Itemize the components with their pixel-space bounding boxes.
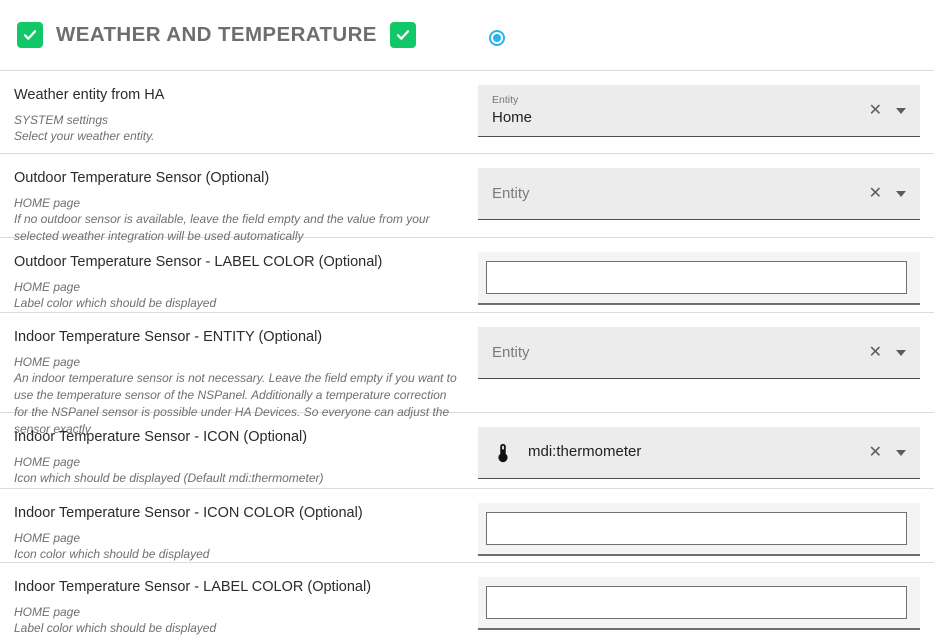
select-text: Entity Home — [492, 93, 869, 128]
row-description: Select your weather entity. — [14, 129, 155, 144]
row-field-area — [478, 238, 920, 312]
indoor-icon-color-input[interactable] — [486, 512, 907, 545]
thermometer-icon — [492, 442, 514, 464]
row-description: Icon color which should be displayed — [14, 547, 210, 562]
row-subtitle: HOME page — [14, 195, 81, 210]
row-text-block: Indoor Temperature Sensor - ENTITY (Opti… — [0, 313, 478, 436]
row-text-block: Outdoor Temperature Sensor (Optional) HO… — [0, 154, 478, 243]
row-field-area: Entity Home ✕ — [478, 71, 920, 153]
select-actions: ✕ — [868, 443, 910, 461]
row-indoor-label-color: Indoor Temperature Sensor - LABEL COLOR … — [0, 563, 934, 640]
select-value: Home — [492, 108, 533, 126]
row-title: Outdoor Temperature Sensor (Optional) — [14, 170, 270, 186]
clear-icon[interactable]: ✕ — [868, 443, 882, 461]
clear-icon[interactable]: ✕ — [868, 101, 882, 119]
row-title: Indoor Temperature Sensor - ICON COLOR (… — [14, 505, 363, 521]
select-floating-label: Entity — [492, 94, 519, 107]
radio-dot — [493, 34, 501, 42]
select-text: mdi:thermometer — [528, 442, 869, 462]
row-weather-entity: Weather entity from HA SYSTEM settings S… — [0, 71, 934, 154]
row-text-block: Outdoor Temperature Sensor - LABEL COLOR… — [0, 238, 478, 312]
row-title: Indoor Temperature Sensor - ENTITY (Opti… — [14, 329, 323, 345]
row-text-block: Indoor Temperature Sensor - ICON (Option… — [0, 413, 478, 488]
clear-icon[interactable]: ✕ — [868, 343, 882, 361]
indoor-sensor-entity-select[interactable]: Entity ✕ — [478, 327, 920, 379]
row-text-block: Indoor Temperature Sensor - ICON COLOR (… — [0, 489, 478, 562]
chevron-down-icon[interactable] — [896, 349, 906, 356]
chevron-down-icon[interactable] — [896, 190, 906, 197]
weather-entity-select[interactable]: Entity Home ✕ — [478, 85, 920, 137]
select-placeholder: Entity — [492, 185, 530, 202]
page-title: WEATHER AND TEMPERATURE — [56, 23, 377, 46]
row-title: Outdoor Temperature Sensor - LABEL COLOR… — [14, 254, 383, 270]
row-description: An indoor temperature sensor is not nece… — [14, 371, 457, 436]
row-text-block: Indoor Temperature Sensor - LABEL COLOR … — [0, 563, 478, 640]
section-confirm-checkbox-icon[interactable] — [389, 22, 416, 48]
row-description: Label color which should be displayed — [14, 296, 217, 311]
row-subtitle: HOME page — [14, 604, 81, 619]
row-title: Weather entity from HA — [14, 87, 165, 103]
row-indoor-icon: Indoor Temperature Sensor - ICON (Option… — [0, 413, 934, 489]
indoor-label-color-input[interactable] — [486, 586, 907, 619]
row-subtitle: SYSTEM settings — [14, 112, 109, 127]
row-indoor-icon-color: Indoor Temperature Sensor - ICON COLOR (… — [0, 489, 934, 563]
color-input-container — [478, 252, 920, 305]
select-actions: ✕ — [868, 184, 910, 202]
row-field-area: Entity ✕ — [478, 154, 920, 237]
radio-selected-icon[interactable] — [489, 30, 505, 46]
row-description: If no outdoor sensor is available, leave… — [14, 212, 430, 244]
check-icon — [396, 30, 410, 40]
row-indoor-entity: Indoor Temperature Sensor - ENTITY (Opti… — [0, 313, 934, 436]
row-subtitle: HOME page — [14, 354, 81, 369]
check-icon — [23, 30, 37, 40]
row-outdoor-label-color: Outdoor Temperature Sensor - LABEL COLOR… — [0, 238, 934, 313]
select-placeholder: Entity — [492, 344, 530, 361]
row-subtitle: HOME page — [14, 454, 81, 469]
section-header: WEATHER AND TEMPERATURE — [0, 0, 934, 71]
row-outdoor-sensor: Outdoor Temperature Sensor (Optional) HO… — [0, 154, 934, 243]
row-field-area — [478, 489, 920, 562]
select-value: mdi:thermometer — [528, 443, 642, 461]
color-input-container — [478, 577, 920, 630]
row-text-block: Weather entity from HA SYSTEM settings S… — [0, 71, 478, 153]
outdoor-sensor-entity-select[interactable]: Entity ✕ — [478, 168, 920, 220]
section-enabled-checkbox-icon[interactable] — [17, 22, 43, 48]
outdoor-label-color-input[interactable] — [486, 261, 907, 294]
select-actions: ✕ — [868, 343, 910, 361]
row-description: Label color which should be displayed — [14, 621, 217, 636]
color-input-container — [478, 503, 920, 556]
clear-icon[interactable]: ✕ — [868, 184, 882, 202]
row-field-area: Entity ✕ — [478, 313, 920, 412]
row-title: Indoor Temperature Sensor - ICON (Option… — [14, 429, 308, 445]
row-description: Icon which should be displayed (Default … — [14, 471, 324, 486]
chevron-down-icon[interactable] — [896, 449, 906, 456]
chevron-down-icon[interactable] — [896, 107, 906, 114]
row-title: Indoor Temperature Sensor - LABEL COLOR … — [14, 579, 372, 595]
row-subtitle: HOME page — [14, 279, 81, 294]
row-field-area — [478, 563, 920, 640]
row-subtitle: HOME page — [14, 530, 81, 545]
select-actions: ✕ — [868, 101, 910, 119]
indoor-icon-select[interactable]: mdi:thermometer ✕ — [478, 427, 920, 479]
row-field-area: mdi:thermometer ✕ — [478, 413, 920, 488]
